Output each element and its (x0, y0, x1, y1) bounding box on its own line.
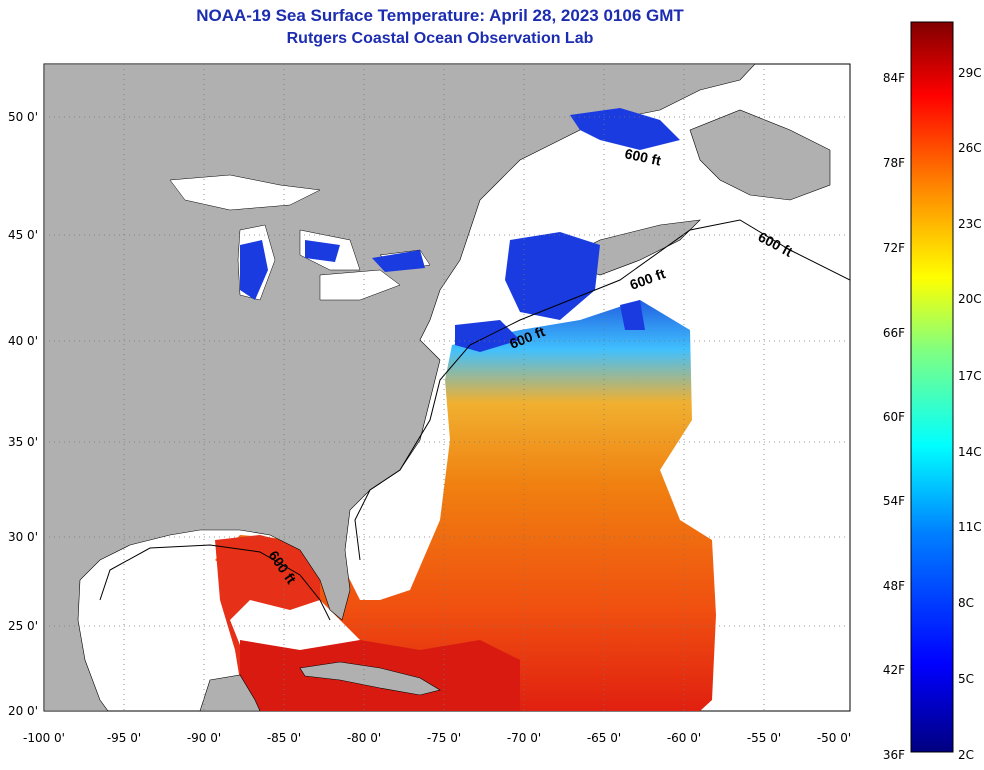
lon-label: -50 0' (817, 731, 851, 745)
colorbar-f-label: 66F (883, 326, 905, 340)
colorbar-f-label: 78F (883, 156, 905, 170)
colorbar-c-label: 26C (958, 141, 982, 155)
colorbar-c-label: 29C (958, 66, 982, 80)
land-yucatan (199, 674, 261, 711)
colorbar-c-label: 2C (958, 748, 974, 762)
bathymetry-contour-gulf (99, 544, 331, 621)
lon-label: -55 0' (747, 731, 781, 745)
lon-label: -100 0' (23, 731, 65, 745)
map-title: NOAA-19 Sea Surface Temperature: April 2… (196, 6, 684, 25)
lat-label: 40 0' (8, 334, 38, 348)
colorbar-c-label: 14C (958, 445, 982, 459)
colorbar-c-label: 17C (958, 369, 982, 383)
colorbar-f-label: 36F (883, 748, 905, 762)
map-subtitle: Rutgers Coastal Ocean Observation Lab (286, 30, 594, 47)
lon-label: -75 0' (427, 731, 461, 745)
lat-label: 30 0' (8, 530, 38, 544)
great-lakes (169, 174, 431, 301)
land-cuba (299, 661, 441, 696)
lake-sst-cold (240, 240, 425, 300)
colorbar-c-label: 8C (958, 596, 974, 610)
sst-cold-north (455, 108, 680, 352)
lon-label: -95 0' (107, 731, 141, 745)
lat-label: 20 0' (8, 704, 38, 718)
colorbar-f-label: 84F (883, 71, 905, 85)
colorbar-f-label: 72F (883, 241, 905, 255)
lon-label: -60 0' (667, 731, 701, 745)
colorbar-fahrenheit-labels: 84F 78F 72F 66F 60F 54F 48F 42F 36F (883, 71, 905, 762)
longitude-labels: -100 0' -95 0' -90 0' -85 0' -80 0' -75 … (23, 731, 851, 745)
colorbar-c-label: 23C (958, 217, 982, 231)
lat-label: 50 0' (8, 110, 38, 124)
lat-label: 45 0' (8, 228, 38, 242)
latitude-labels: 50 0' 45 0' 40 0' 35 0' 30 0' 25 0' 20 0… (8, 110, 38, 718)
lon-label: -85 0' (267, 731, 301, 745)
colorbar-f-label: 42F (883, 663, 905, 677)
colorbar-c-label: 20C (958, 292, 982, 306)
bathymetry-contour-600ft (354, 219, 850, 561)
lon-label: -90 0' (187, 731, 221, 745)
lon-label: -70 0' (507, 731, 541, 745)
contour-label-st-lawrence: 600 ft (623, 145, 662, 168)
colorbar (910, 21, 954, 753)
lon-label: -80 0' (347, 731, 381, 745)
colorbar-f-label: 54F (883, 494, 905, 508)
colorbar-f-label: 48F (883, 579, 905, 593)
colorbar-f-label: 60F (883, 410, 905, 424)
lat-label: 25 0' (8, 619, 38, 633)
colorbar-celsius-labels: 29C 26C 23C 20C 17C 14C 11C 8C 5C 2C (958, 66, 982, 762)
lat-label: 35 0' (8, 435, 38, 449)
lon-label: -65 0' (587, 731, 621, 745)
colorbar-c-label: 5C (958, 672, 974, 686)
colorbar-c-label: 11C (958, 520, 982, 534)
land-newfoundland (689, 109, 831, 201)
